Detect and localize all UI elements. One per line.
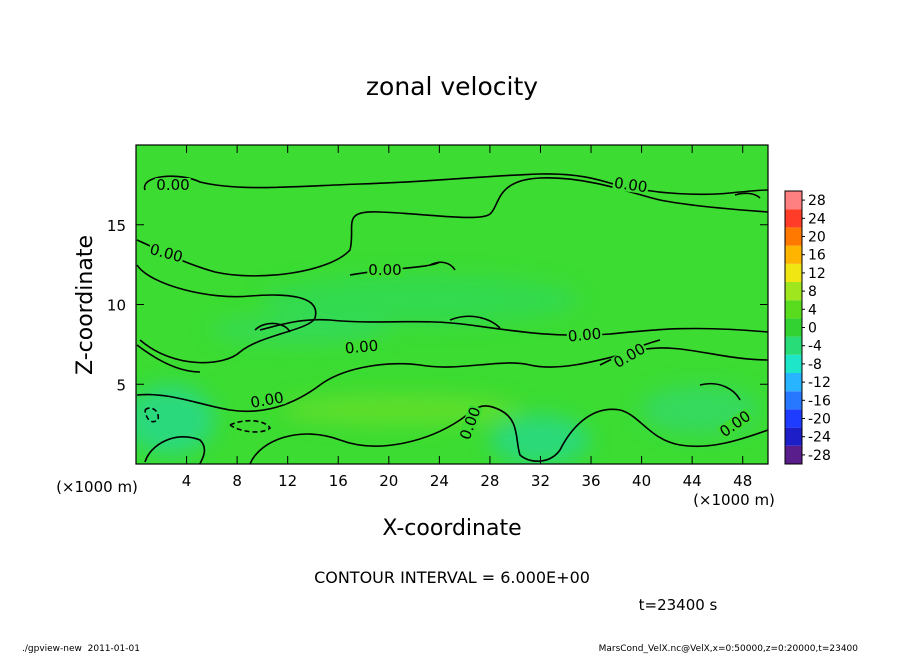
y-tick-label: 10 [107,297,126,315]
colorbar-label: 16 [808,248,826,264]
colorbar-label: -20 [808,412,831,428]
contour-label-bg [147,241,186,265]
colorbar-bin [785,391,802,410]
y-axis-title: Z-coordinate [73,235,98,375]
contour-label: 0.00 [156,176,189,194]
contour-line [144,407,160,423]
x-tick-label: 36 [581,472,600,490]
contour-line [136,264,317,364]
contour-label-bg [367,263,403,277]
colorbar-bin [785,409,802,428]
contour-label: 0.00 [249,388,285,412]
colorbar-label: 8 [808,284,817,300]
contour-label-bg [612,175,650,195]
colorbar-bin [785,318,802,337]
colorbar-label: -4 [808,339,822,355]
x-tick-label: 4 [182,472,192,490]
x-unit-right: (×1000 m) [693,491,775,509]
time-label: t=23400 s [639,596,718,614]
y-tick-label: 15 [107,217,126,235]
colorbar-label: -12 [808,375,831,391]
contour-label: 0.00 [567,325,602,346]
contour-label: 0.00 [344,337,379,358]
colorbar-label: 0 [808,321,817,337]
colorbar-label: 20 [808,230,826,246]
contour-label-bg [457,404,483,443]
x-tick-label: 28 [480,472,499,490]
x-tick-label: 40 [632,472,651,490]
colorbar-bin [785,209,802,228]
colorbar-bin [785,245,802,264]
contour-label-bg [716,408,754,440]
footer-left: ./gpview-new 2011-01-01 [22,644,140,654]
colorbar-label: -16 [808,393,831,409]
colorbar-bin [785,227,802,246]
field [136,145,768,464]
colorbar-label: 4 [808,302,817,318]
colorbar-label: -28 [808,448,831,464]
colorbar-bin [785,373,802,392]
x-tick-label: 32 [531,472,550,490]
colorbar-bin [785,300,802,319]
x-tick-label: 48 [733,472,752,490]
contour-label: 0.00 [613,174,649,196]
x-axis-title: X-coordinate [382,516,521,541]
colorbar-bin [785,354,802,373]
contour-line [259,261,768,337]
contour-label-bg [248,390,286,411]
contour-line [144,405,768,464]
x-tick-label: 16 [329,472,348,490]
y-tick-label: 5 [116,376,126,394]
contour-line [229,419,272,433]
colorbar-label: 28 [808,193,826,209]
x-unit-left: (×1000 m) [56,478,138,496]
colorbar-label: 12 [808,266,826,282]
chart-title: zonal velocity [366,72,538,101]
x-tick-label: 20 [379,472,398,490]
colorbar-bin [785,282,802,301]
contour-label: 0.00 [368,261,401,279]
x-tick-label: 24 [430,472,449,490]
x-tick-label: 44 [683,472,702,490]
colorbar-label: 24 [808,211,826,227]
contour-line [136,177,768,277]
colorbar-bin [785,263,802,282]
colorbar-bin [785,445,802,464]
contour-label-bg [343,338,380,356]
contour-label-bg [155,178,191,192]
x-tick-label: 8 [232,472,242,490]
colorbar-bin [785,336,802,355]
footer-right: MarsCond_VelX.nc@VelX,x=0:50000,z=0:2000… [599,644,859,654]
x-tick-label: 12 [278,472,297,490]
contour-interval: CONTOUR INTERVAL = 6.000E+00 [314,568,590,587]
colorbar-bin [785,191,802,210]
colorbar-label: -24 [808,430,831,446]
contour-line [144,173,768,196]
colorbar-label: -8 [808,357,822,373]
contour-label-bg [610,340,649,371]
contour-label-bg [566,326,603,344]
colorbar-bin [785,427,802,446]
